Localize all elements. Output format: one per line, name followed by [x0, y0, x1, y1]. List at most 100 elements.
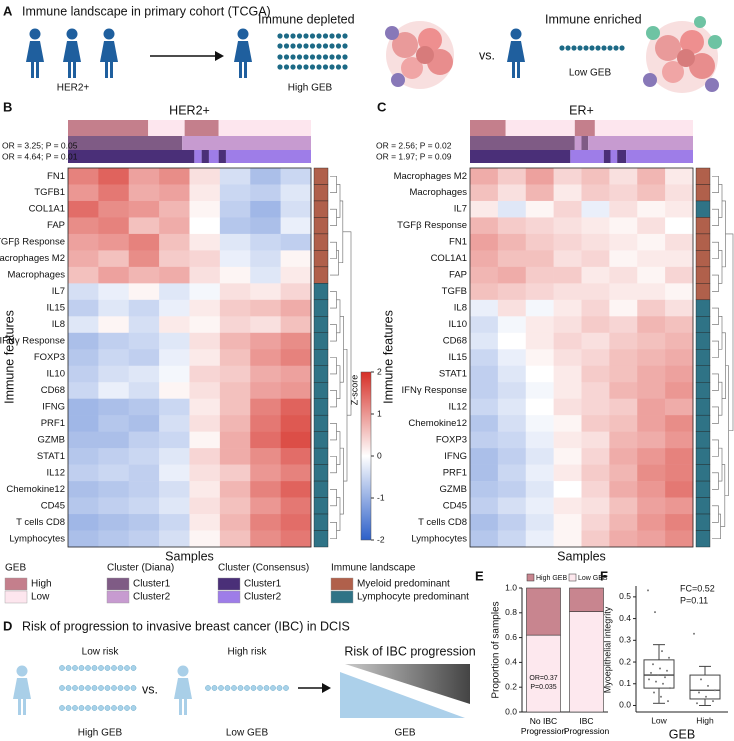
heat-cell — [280, 481, 312, 498]
dendrogram — [336, 365, 341, 399]
legend-label: Myeloid predominant — [357, 579, 450, 590]
dot — [111, 665, 117, 671]
bar-segment — [526, 634, 561, 713]
heat-cell — [637, 233, 666, 251]
heat-cell — [665, 283, 694, 301]
heat-cell — [665, 382, 694, 399]
heat-cell — [250, 464, 281, 482]
annotation-bar — [610, 150, 618, 163]
annotation-bar — [470, 150, 571, 163]
heat-cell — [280, 168, 312, 185]
heat-cell — [250, 431, 281, 449]
dendrogram — [330, 208, 337, 226]
heat-cell — [525, 415, 554, 432]
heat-cell — [189, 200, 221, 218]
heat-cell — [581, 415, 610, 432]
dot — [98, 685, 104, 691]
heat-cell — [68, 497, 99, 515]
heat-cell — [637, 365, 666, 383]
heat-cell — [68, 365, 99, 383]
heat-cell — [525, 217, 554, 235]
heat-cell — [665, 168, 694, 185]
dot — [65, 665, 72, 671]
heat-cell — [280, 283, 312, 301]
dot — [303, 64, 309, 70]
row-label: IL10 — [449, 319, 468, 330]
heat-cell — [525, 481, 554, 498]
heat-cell — [219, 530, 251, 548]
heat-cell — [159, 299, 190, 317]
heat-cell — [98, 365, 130, 383]
heat-cell — [98, 497, 130, 515]
feature-group — [695, 250, 711, 268]
dendrogram — [718, 381, 723, 416]
heat-cell — [189, 365, 221, 383]
heat-cell — [280, 514, 312, 531]
dot — [335, 43, 342, 49]
legend-swatch — [106, 577, 130, 591]
dot — [322, 54, 329, 60]
heat-cell — [665, 365, 694, 383]
annotation: FC=0.52 — [680, 583, 715, 593]
dendrogram — [330, 250, 339, 276]
heat-cell — [581, 431, 610, 449]
dendrogram — [712, 406, 719, 424]
row-label: GZMB — [440, 484, 467, 495]
heat-cell — [219, 431, 251, 449]
heat-cell — [68, 299, 99, 317]
heat-cell — [98, 217, 130, 235]
heat-cell — [128, 283, 160, 301]
heat-cell — [553, 497, 582, 515]
y-tick-label: 0.6 — [505, 632, 517, 642]
heat-cell — [98, 316, 130, 334]
heat-cell — [525, 233, 554, 251]
heat-cell — [250, 283, 281, 301]
row-label: IFNγ Response — [402, 385, 467, 396]
heat-cell — [250, 200, 281, 218]
annotation-bar — [626, 150, 693, 163]
heat-cell — [250, 266, 281, 284]
heat-cell — [553, 514, 582, 531]
dot — [322, 43, 329, 49]
dot — [130, 705, 137, 711]
heat-cell — [98, 233, 130, 251]
heat-cell — [525, 299, 554, 317]
heat-cell — [280, 398, 312, 416]
annotation-bar — [218, 120, 311, 136]
heat-cell — [609, 332, 638, 350]
heat-cell — [553, 266, 582, 284]
panel-title: Immune landscape in primary cohort (TCGA… — [22, 4, 271, 18]
row-label: CD45 — [41, 500, 65, 511]
feature-group — [313, 530, 329, 548]
heat-cell — [609, 250, 638, 268]
feature-group — [695, 283, 711, 301]
feature-group — [695, 167, 711, 185]
heat-cell — [189, 266, 221, 284]
heat-cell — [128, 481, 160, 498]
row-label: IL15 — [449, 352, 468, 363]
row-label: FOXP3 — [34, 352, 65, 363]
dot — [98, 705, 104, 711]
dendrogram — [336, 299, 341, 334]
heat-cell — [250, 398, 281, 416]
row-label: IL8 — [454, 303, 467, 314]
heat-cell — [637, 184, 666, 202]
heat-cell — [637, 431, 666, 449]
row-label: T cells CD8 — [418, 517, 467, 528]
row-label: IL10 — [47, 368, 66, 379]
row-label: STAT1 — [37, 451, 65, 462]
heat-cell — [609, 316, 638, 334]
heat-cell — [159, 283, 190, 301]
row-label: IFNG — [42, 401, 65, 412]
heat-cell — [128, 431, 160, 449]
heat-cell — [581, 365, 610, 383]
y-tick-label: 0.0 — [505, 706, 517, 716]
heat-cell — [609, 349, 638, 367]
heatmap-frame — [469, 167, 694, 548]
heat-cell — [159, 250, 190, 268]
feature-group — [313, 283, 329, 301]
annotation-bar — [594, 120, 693, 136]
y-tick-label: 0.8 — [505, 607, 517, 617]
dot — [309, 43, 316, 49]
heat-cell — [280, 415, 312, 432]
